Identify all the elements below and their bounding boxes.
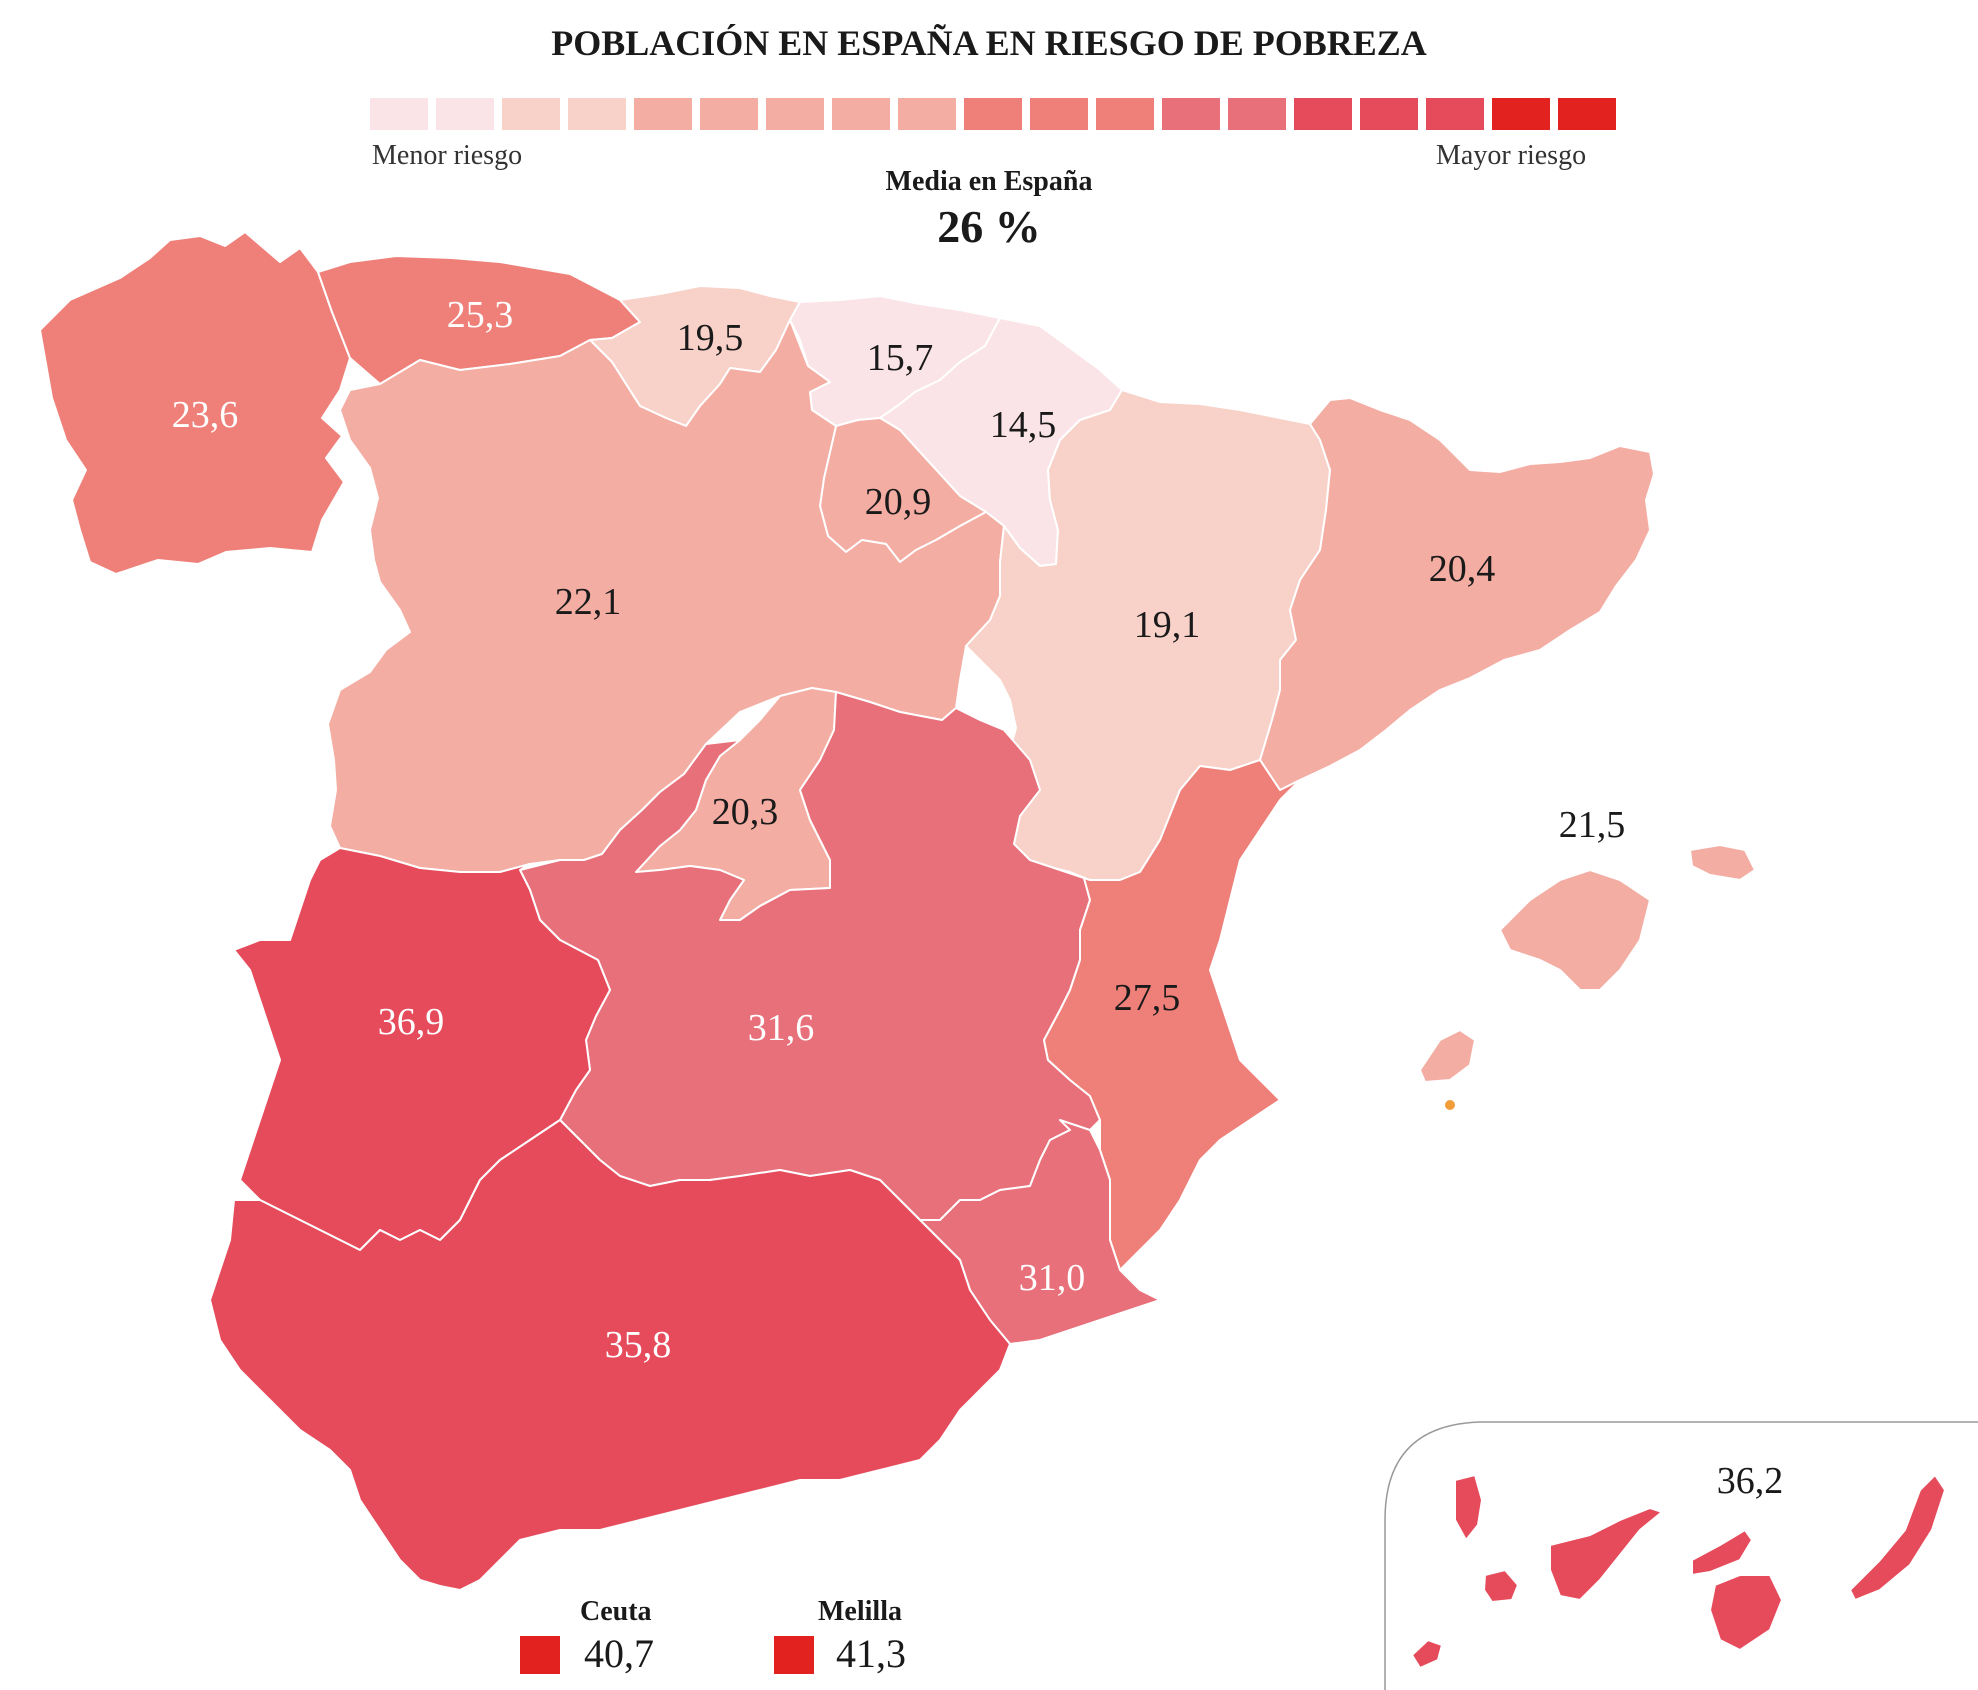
melilla-label: Melilla [818,1596,902,1627]
region-canarias-lanzarote[interactable] [1849,1474,1946,1601]
region-galicia[interactable] [39,231,351,575]
average-label: Media en España [885,166,1093,197]
legend-swatch [1426,98,1484,130]
legend-high-label: Mayor riesgo [1436,140,1587,171]
melilla-value: 41,3 [836,1631,906,1676]
legend-swatch [1558,98,1616,130]
legend-swatch [832,98,890,130]
region-baleares-menorca[interactable] [1689,844,1756,881]
legend-swatch [700,98,758,130]
legend-swatch [1162,98,1220,130]
ceuta-color-swatch [520,1636,560,1674]
legend-swatch [634,98,692,130]
legend-swatch [766,98,824,130]
region-canarias-fuerteventura[interactable] [1691,1529,1753,1576]
legend-swatch [1360,98,1418,130]
value-label: 27,5 [1114,977,1181,1019]
region-canarias-la-gomera[interactable] [1483,1569,1519,1603]
ceuta-label: Ceuta [580,1596,652,1627]
legend-low-label: Menor riesgo [372,140,523,171]
legend-swatch [964,98,1022,130]
region-canarias-el-hierro[interactable] [1411,1639,1443,1669]
region-andalucia[interactable] [209,1119,1011,1591]
legend-swatch [1294,98,1352,130]
value-label: 20,9 [865,481,932,523]
value-label: 19,1 [1134,604,1201,646]
value-label: 31,0 [1019,1257,1086,1299]
legend-swatch [370,98,428,130]
ceuta-value: 40,7 [584,1631,654,1676]
value-label: 15,7 [867,337,934,379]
value-label: 36,2 [1717,1460,1784,1502]
value-label: 31,6 [748,1007,815,1049]
region-value-labels: 23,6 25,3 19,5 15,7 14,5 20,9 22,1 19,1 … [172,294,1784,1502]
value-label: 20,4 [1429,548,1496,590]
formentera-dot [1445,1100,1455,1110]
region-cataluna[interactable] [1259,397,1655,791]
region-canarias-gran-canaria[interactable] [1709,1574,1783,1651]
value-label: 36,9 [378,1001,445,1043]
melilla-color-swatch [774,1636,814,1674]
legend-swatch [1228,98,1286,130]
region-canarias-la-palma[interactable] [1454,1474,1483,1541]
legend-swatch [436,98,494,130]
value-label: 25,3 [447,294,514,336]
value-label: 23,6 [172,394,239,436]
value-label: 22,1 [555,581,622,623]
legend-swatch [1096,98,1154,130]
value-label: 35,8 [605,1324,672,1366]
value-label: 14,5 [990,404,1057,446]
canarias-inset-frame [1384,1421,1978,1690]
value-label: 19,5 [677,317,744,359]
value-label: 21,5 [1559,804,1626,846]
legend-swatch [502,98,560,130]
legend-swatch [568,98,626,130]
legend-swatch [1492,98,1550,130]
value-label: 20,3 [712,791,779,833]
region-baleares-ibiza[interactable] [1419,1029,1476,1083]
map-title: POBLACIÓN EN ESPAÑA EN RIESGO DE POBREZA [551,23,1427,63]
color-scale-legend [370,98,1624,130]
average-value: 26 % [937,201,1041,252]
legend-swatch [898,98,956,130]
region-baleares-mallorca[interactable] [1499,869,1651,991]
legend-swatch [1030,98,1088,130]
region-canarias-tenerife[interactable] [1549,1507,1663,1601]
